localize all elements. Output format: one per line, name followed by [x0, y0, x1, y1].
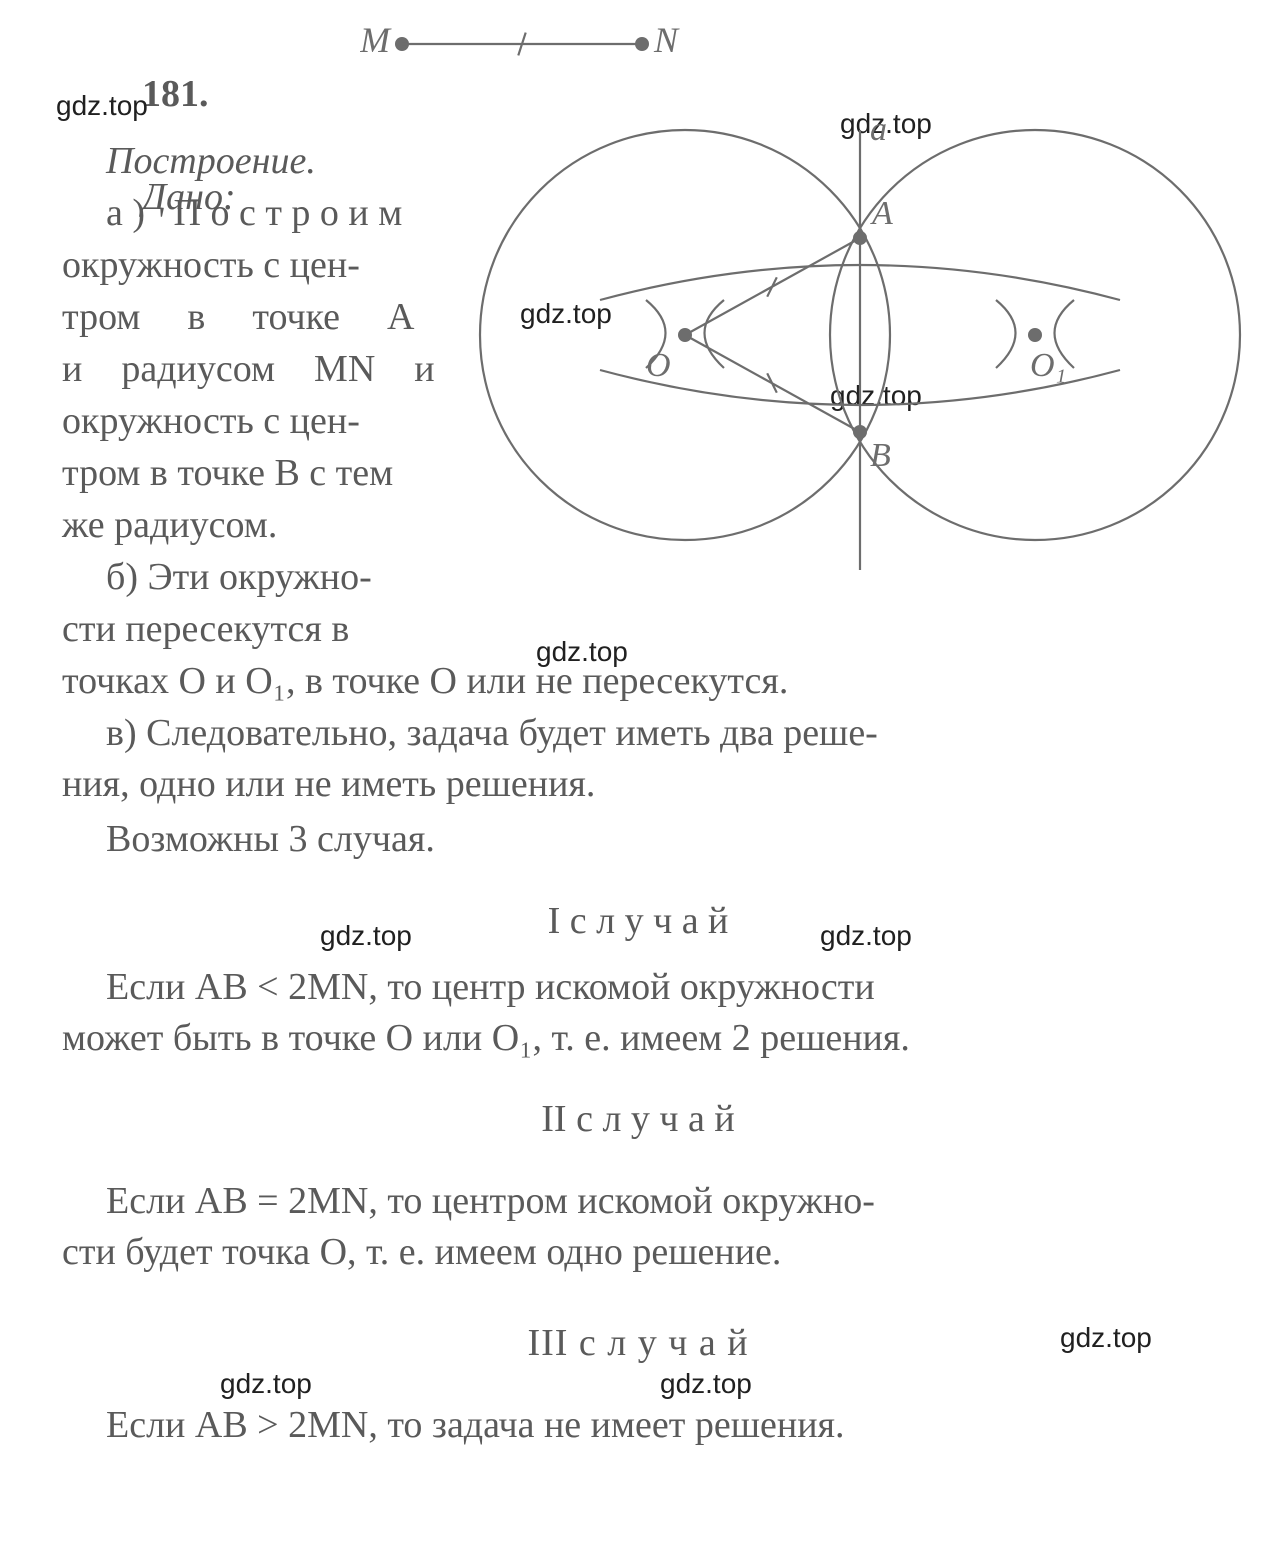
- circles-figure: a A B O O₁: [470, 110, 1260, 580]
- para-b-line: сти пересекутся в: [62, 604, 482, 655]
- watermark: gdz.top: [660, 1368, 752, 1400]
- case1-title: I с л у ч а й: [0, 896, 1276, 947]
- para-a-line: же радиусом.: [62, 500, 482, 551]
- para-b-tail: точках O и O₁, в точке O или не пересеку…: [62, 656, 1222, 707]
- case3-body: Если AB > 2MN, то задача не имеет решени…: [106, 1400, 1222, 1451]
- segment-label-M: M: [360, 20, 392, 60]
- para-a-line: окружность с цен-: [62, 240, 482, 291]
- segment-mn-figure: M N: [360, 20, 680, 70]
- case2-body: Если AB = 2MN, то центром искомой окружн…: [106, 1176, 1222, 1279]
- case3-title: III с л у ч а й: [0, 1318, 1276, 1369]
- cases-intro: Возможны 3 случая.: [106, 814, 435, 865]
- watermark: gdz.top: [56, 90, 148, 122]
- case1-body: Если AB < 2MN, то центр искомой окружнос…: [106, 962, 1222, 1065]
- case2-title: II с л у ч а й: [0, 1094, 1276, 1145]
- para-b-line: б) Эти окружно-: [106, 552, 486, 603]
- label-A: A: [870, 195, 893, 232]
- para-a-line: окружность с цен-: [62, 396, 482, 447]
- label-O1: O₁: [1030, 347, 1066, 384]
- para-a-line: и радиусом MN и: [62, 344, 482, 395]
- label-B: B: [870, 437, 891, 474]
- para-a-line: а ) П о с т р о и м: [106, 188, 486, 239]
- watermark: gdz.top: [220, 1368, 312, 1400]
- para-c: в) Следовательно, задача будет иметь два…: [106, 708, 1222, 811]
- segment-label-N: N: [653, 20, 680, 60]
- construction-label: Построение.: [106, 136, 316, 187]
- label-a: a: [870, 111, 887, 148]
- label-O: O: [646, 347, 671, 384]
- problem-number: 181.: [142, 73, 209, 115]
- para-a-line: тром в точке A: [62, 292, 482, 343]
- para-a-line: тром в точке B с тем: [62, 448, 482, 499]
